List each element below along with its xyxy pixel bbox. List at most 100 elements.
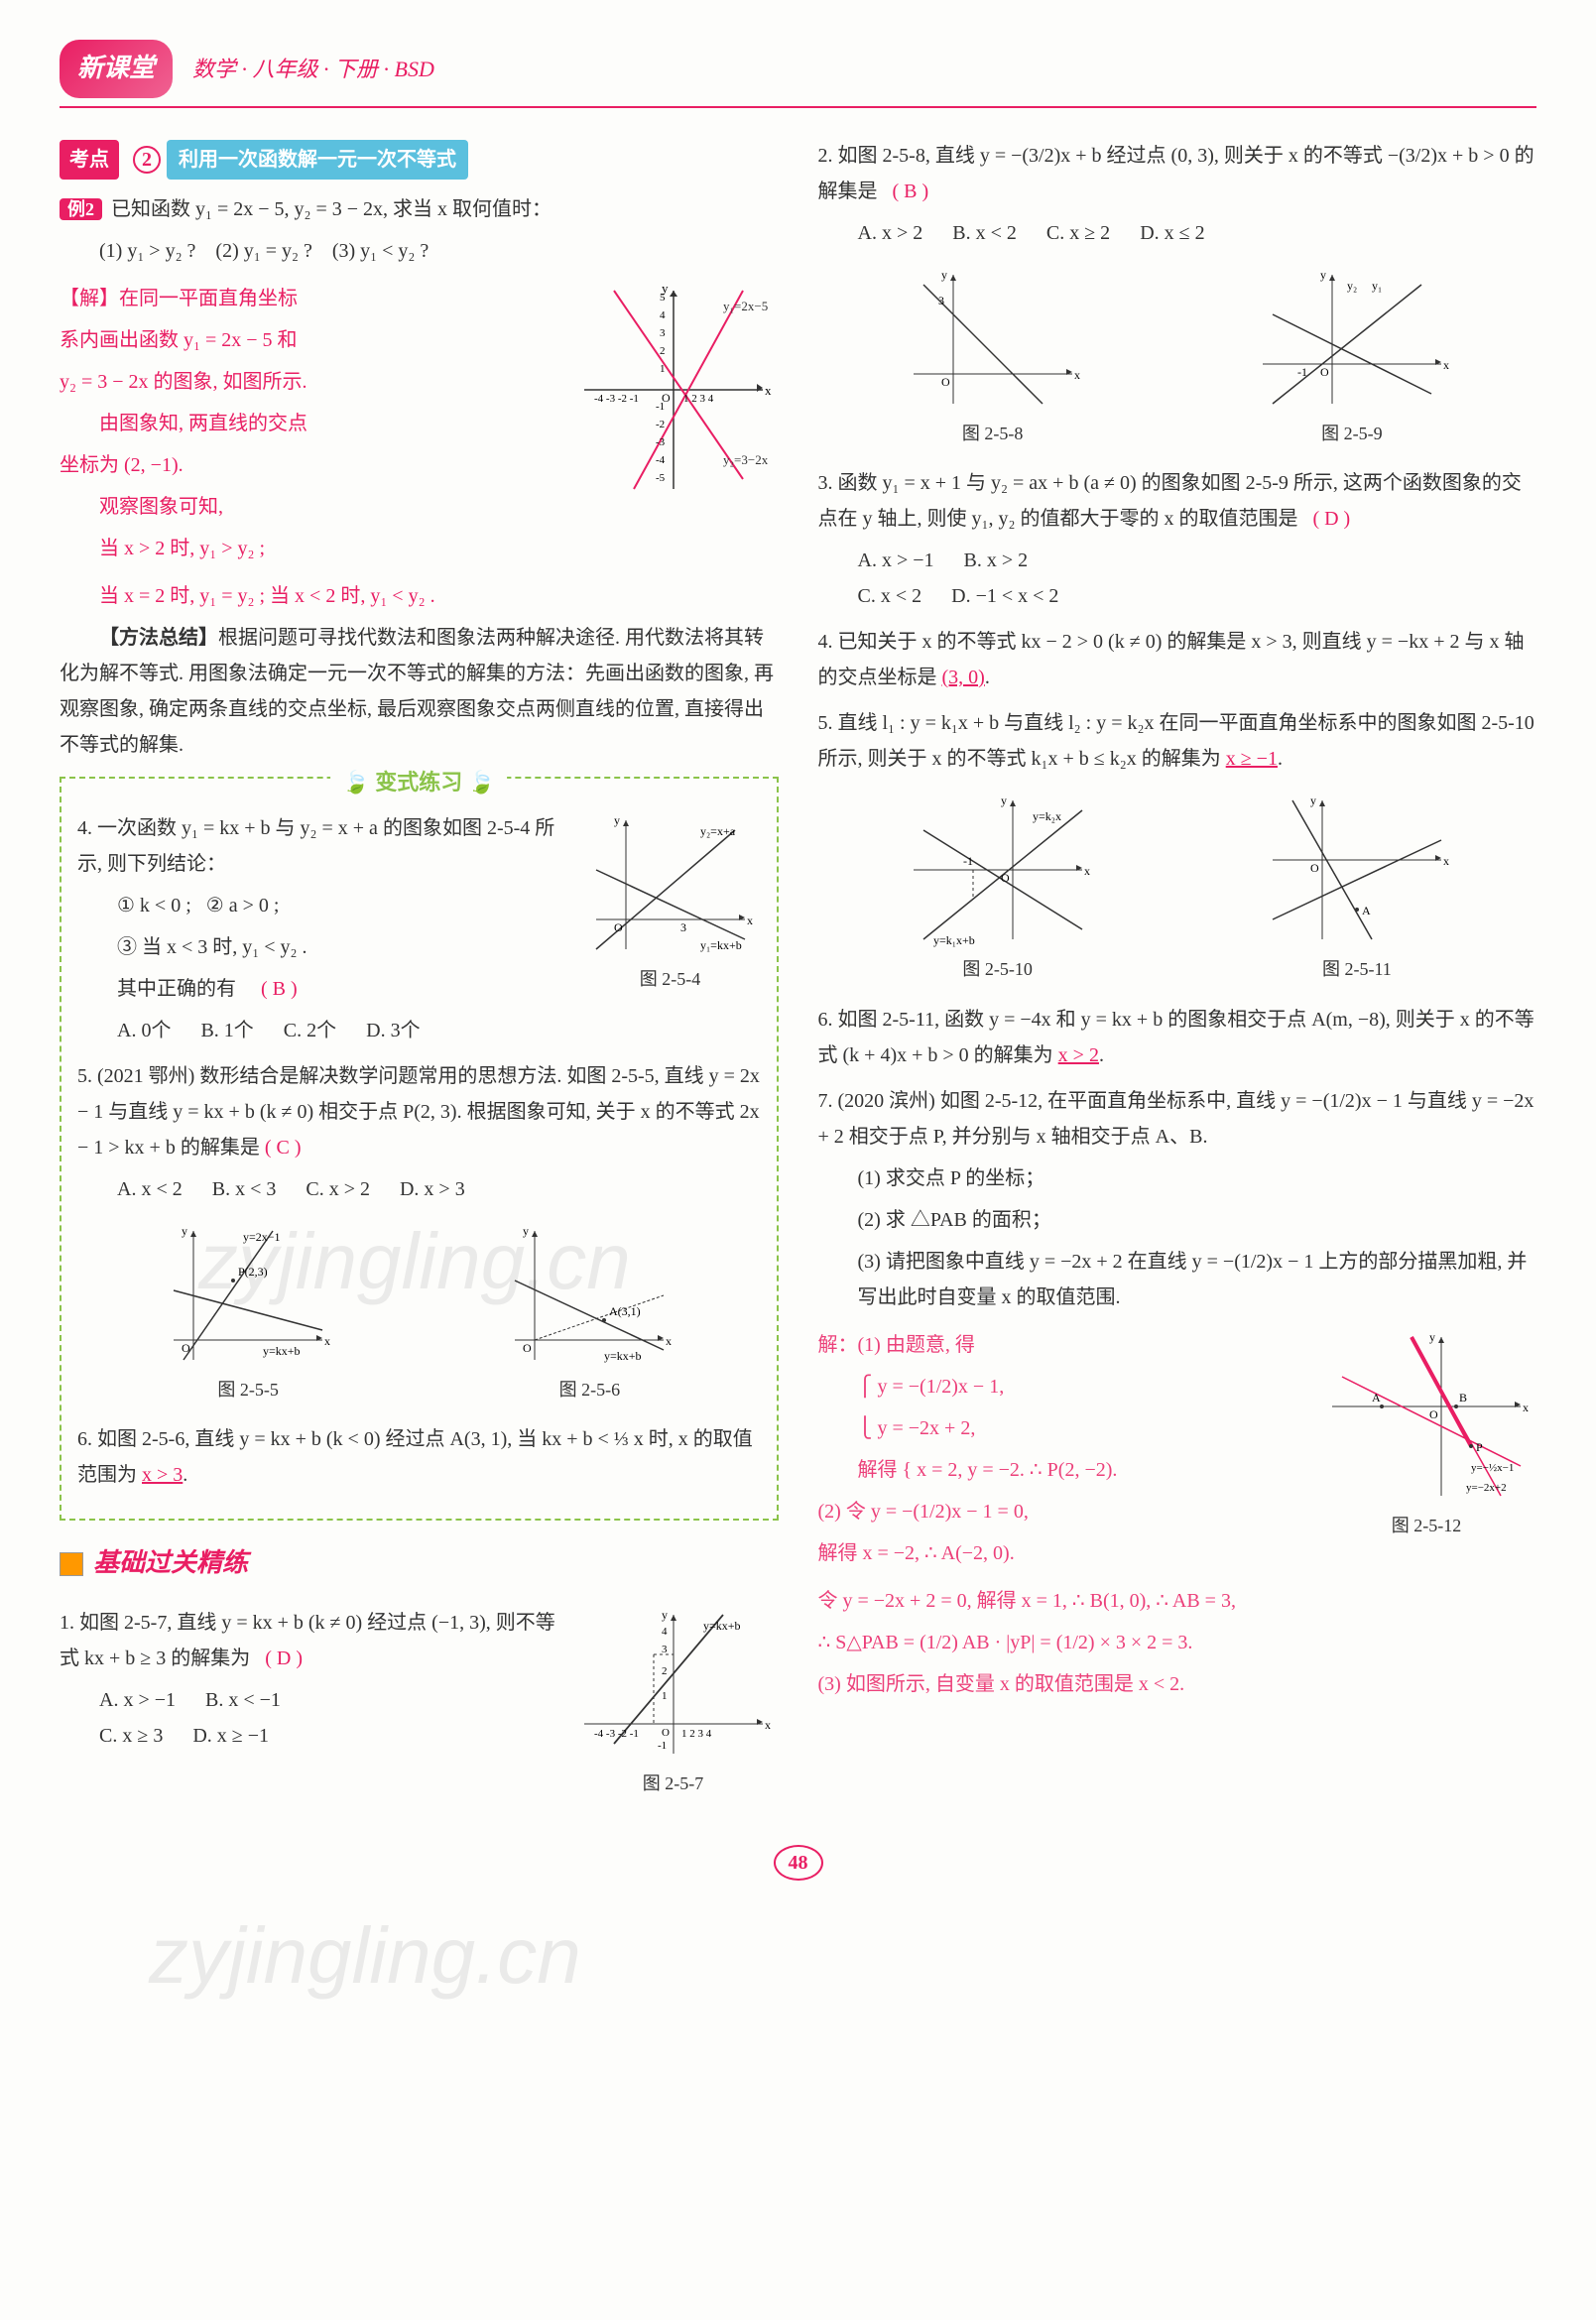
svg-text:y: y — [1320, 268, 1326, 282]
svg-text:1: 1 — [660, 363, 666, 375]
svg-text:y=kx+b: y=kx+b — [604, 1349, 642, 1363]
svg-text:-3: -3 — [656, 436, 666, 448]
svg-text:P(2,3): P(2,3) — [238, 1265, 268, 1279]
method-summary: 【方法总结】根据问题可寻找代数法和图象法两种解决途径. 用代数法将其转化为解不等… — [60, 620, 779, 763]
svg-text:O: O — [523, 1341, 532, 1355]
q5r: 5. 直线 l₁ : y = k₁x + b 与直线 l₂ : y = k₂x … — [818, 705, 1537, 991]
svg-text:-1: -1 — [1297, 365, 1307, 379]
svg-text:x: x — [324, 1334, 330, 1348]
q7-solution-cont: 令 y = −2x + 2 = 0, 解得 x = 1, ∴ B(1, 0), … — [818, 1583, 1537, 1702]
svg-text:-4: -4 — [656, 454, 666, 466]
svg-text:O: O — [1310, 861, 1319, 875]
svg-text:y: y — [614, 813, 620, 827]
section-header-text: 基础过关精练 — [93, 1540, 248, 1587]
fig-2-5-9: y₁ y₂ -1 O x y 图 2-5-9 — [1253, 265, 1451, 449]
svg-text:x: x — [666, 1334, 672, 1348]
section-icon — [60, 1552, 83, 1576]
svg-text:y₁: y₁ — [1372, 279, 1382, 293]
svg-text:y: y — [1429, 1330, 1435, 1344]
example-badge: 例2 — [60, 198, 102, 220]
svg-text:O: O — [941, 375, 950, 389]
q5-answer: ( C ) — [265, 1137, 302, 1159]
svg-text:y=k₂x: y=k₂x — [1033, 809, 1061, 823]
svg-text:y: y — [1310, 794, 1316, 807]
svg-text:A: A — [1372, 1391, 1381, 1404]
q3-answer: ( D ) — [1312, 508, 1350, 530]
svg-text:O: O — [662, 1727, 670, 1739]
sol-line8: 当 x = 2 时, y₁ = y₂ ; 当 x < 2 时, y₁ < y₂ … — [60, 578, 779, 614]
svg-text:1 2 3 4: 1 2 3 4 — [683, 393, 714, 405]
kaodian-badge: 考点 — [60, 140, 119, 180]
watermark: zyjingling.cn — [149, 1885, 581, 2027]
practice-label: 🍃 变式练习 🍃 — [330, 763, 507, 802]
svg-text:1 2 3 4: 1 2 3 4 — [681, 1728, 712, 1740]
fig-2-5-11: A O x y 图 2-5-11 — [1263, 791, 1451, 985]
example-intro: 例2 已知函数 y₁ = 2x − 5, y₂ = 3 − 2x, 求当 x 取… — [60, 191, 779, 227]
fig-2-5-6: A(3,1) y=kx+b O x y 图 2-5-6 — [505, 1221, 674, 1405]
svg-text:-1: -1 — [656, 401, 665, 413]
svg-text:x: x — [1084, 864, 1090, 878]
q6r: 6. 如图 2-5-11, 函数 y = −4x 和 y = kx + b 的图… — [818, 1002, 1537, 1073]
q4-answer: ( B ) — [261, 978, 298, 1000]
svg-text:2: 2 — [660, 345, 666, 357]
svg-text:x: x — [1074, 368, 1080, 382]
svg-text:x: x — [1523, 1401, 1529, 1414]
main-columns: 考点 2 利用一次函数解一元一次不等式 例2 已知函数 y₁ = 2x − 5,… — [60, 128, 1536, 1816]
svg-text:y₁=kx+b: y₁=kx+b — [700, 938, 742, 952]
svg-text:x: x — [1443, 358, 1449, 372]
svg-text:y=kx+b: y=kx+b — [703, 1619, 741, 1633]
svg-text:y: y — [182, 1224, 187, 1238]
fig-2-5-10: y=k₂x y=k₁x+b -1 O x y 图 2-5-10 — [904, 791, 1092, 985]
svg-text:3: 3 — [680, 920, 686, 934]
svg-text:x: x — [765, 1718, 771, 1732]
svg-text:A(3,1): A(3,1) — [609, 1304, 641, 1318]
example-chart: y₁=2x−5 y₂=3−2x x y O -4 -3 -2 -1 1 2 3 … — [574, 281, 773, 499]
svg-text:2: 2 — [662, 1665, 668, 1677]
svg-text:y: y — [1001, 794, 1007, 807]
svg-text:3: 3 — [660, 327, 666, 339]
svg-text:O: O — [1320, 365, 1329, 379]
solution-block: 【解】在同一平面直角坐标 系内画出函数 y₁ = 2x − 5 和 y₂ = 3… — [60, 275, 779, 572]
q4r: 4. 已知关于 x 的不等式 kx − 2 > 0 (k ≠ 0) 的解集是 x… — [818, 624, 1537, 695]
q4: 4. 一次函数 y₁ = kx + b 与 y₂ = x + a 的图象如图 2… — [77, 804, 761, 1048]
svg-text:y=kx+b: y=kx+b — [263, 1344, 301, 1358]
svg-text:y: y — [523, 1224, 529, 1238]
svg-text:y₂=3−2x: y₂=3−2x — [723, 452, 769, 467]
svg-text:y₁=2x−5: y₁=2x−5 — [723, 299, 768, 313]
svg-text:y: y — [941, 268, 947, 282]
basic-section-header: 基础过关精练 — [60, 1540, 779, 1587]
svg-text:y=−2x+2: y=−2x+2 — [1466, 1482, 1507, 1494]
svg-text:O: O — [1001, 871, 1010, 885]
q2-answer: ( B ) — [893, 181, 929, 202]
q7-solution: 解：(1) 由题意, 得 ⎧ y = −(1/2)x − 1, ⎩ y = −2… — [818, 1321, 1307, 1577]
fig-2-5-12: A B P O y=−½x−1 y=−2x+2 x y 图 2-5-12 — [1322, 1327, 1531, 1541]
q1-answer: ( D ) — [265, 1648, 303, 1669]
svg-text:5: 5 — [660, 292, 666, 304]
q3: 3. 函数 y₁ = x + 1 与 y₂ = ax + b (a ≠ 0) 的… — [818, 465, 1537, 614]
svg-text:-5: -5 — [656, 472, 666, 484]
svg-text:-4 -3 -2 -1: -4 -3 -2 -1 — [594, 1728, 639, 1740]
example-text: 已知函数 y₁ = 2x − 5, y₂ = 3 − 2x, 求当 x 取何值时… — [111, 198, 552, 220]
svg-text:P: P — [1476, 1440, 1483, 1454]
fig-2-5-5: P(2,3) y=2x−1 y=kx+b O x y 图 2-5-5 — [164, 1221, 332, 1405]
svg-text:y=k₁x+b: y=k₁x+b — [933, 933, 975, 947]
kaodian-text: 利用一次函数解一元一次不等式 — [167, 140, 468, 180]
header-subtitle: 数学 · 八年级 · 下册 · BSD — [192, 50, 434, 89]
svg-text:A: A — [1362, 904, 1371, 917]
left-column: 考点 2 利用一次函数解一元一次不等式 例2 已知函数 y₁ = 2x − 5,… — [60, 128, 779, 1816]
q1: 1. 如图 2-5-7, 直线 y = kx + b (k ≠ 0) 经过点 (… — [60, 1599, 779, 1805]
kaodian-number: 2 — [133, 146, 161, 174]
svg-text:y=2x−1: y=2x−1 — [243, 1230, 281, 1244]
leaf-icon: 🍃 — [468, 770, 495, 794]
q6r-answer: x > 2 — [1058, 1044, 1099, 1066]
page-header: 新课堂 数学 · 八年级 · 下册 · BSD — [60, 40, 1536, 108]
q5r-answer: x ≥ −1 — [1226, 748, 1278, 770]
leaf-icon: 🍃 — [342, 770, 369, 794]
logo: 新课堂 — [60, 40, 173, 98]
q4r-answer: (3, 0) — [942, 667, 985, 688]
fig-2-5-7: y=kx+b 3 -4 -3 -2 -1 1 2 3 4 -1 4 2 1 O … — [574, 1605, 773, 1799]
svg-text:-1: -1 — [963, 854, 973, 868]
svg-text:3: 3 — [662, 1644, 668, 1655]
svg-text:3: 3 — [938, 294, 944, 307]
svg-text:y=−½x−1: y=−½x−1 — [1471, 1462, 1514, 1474]
